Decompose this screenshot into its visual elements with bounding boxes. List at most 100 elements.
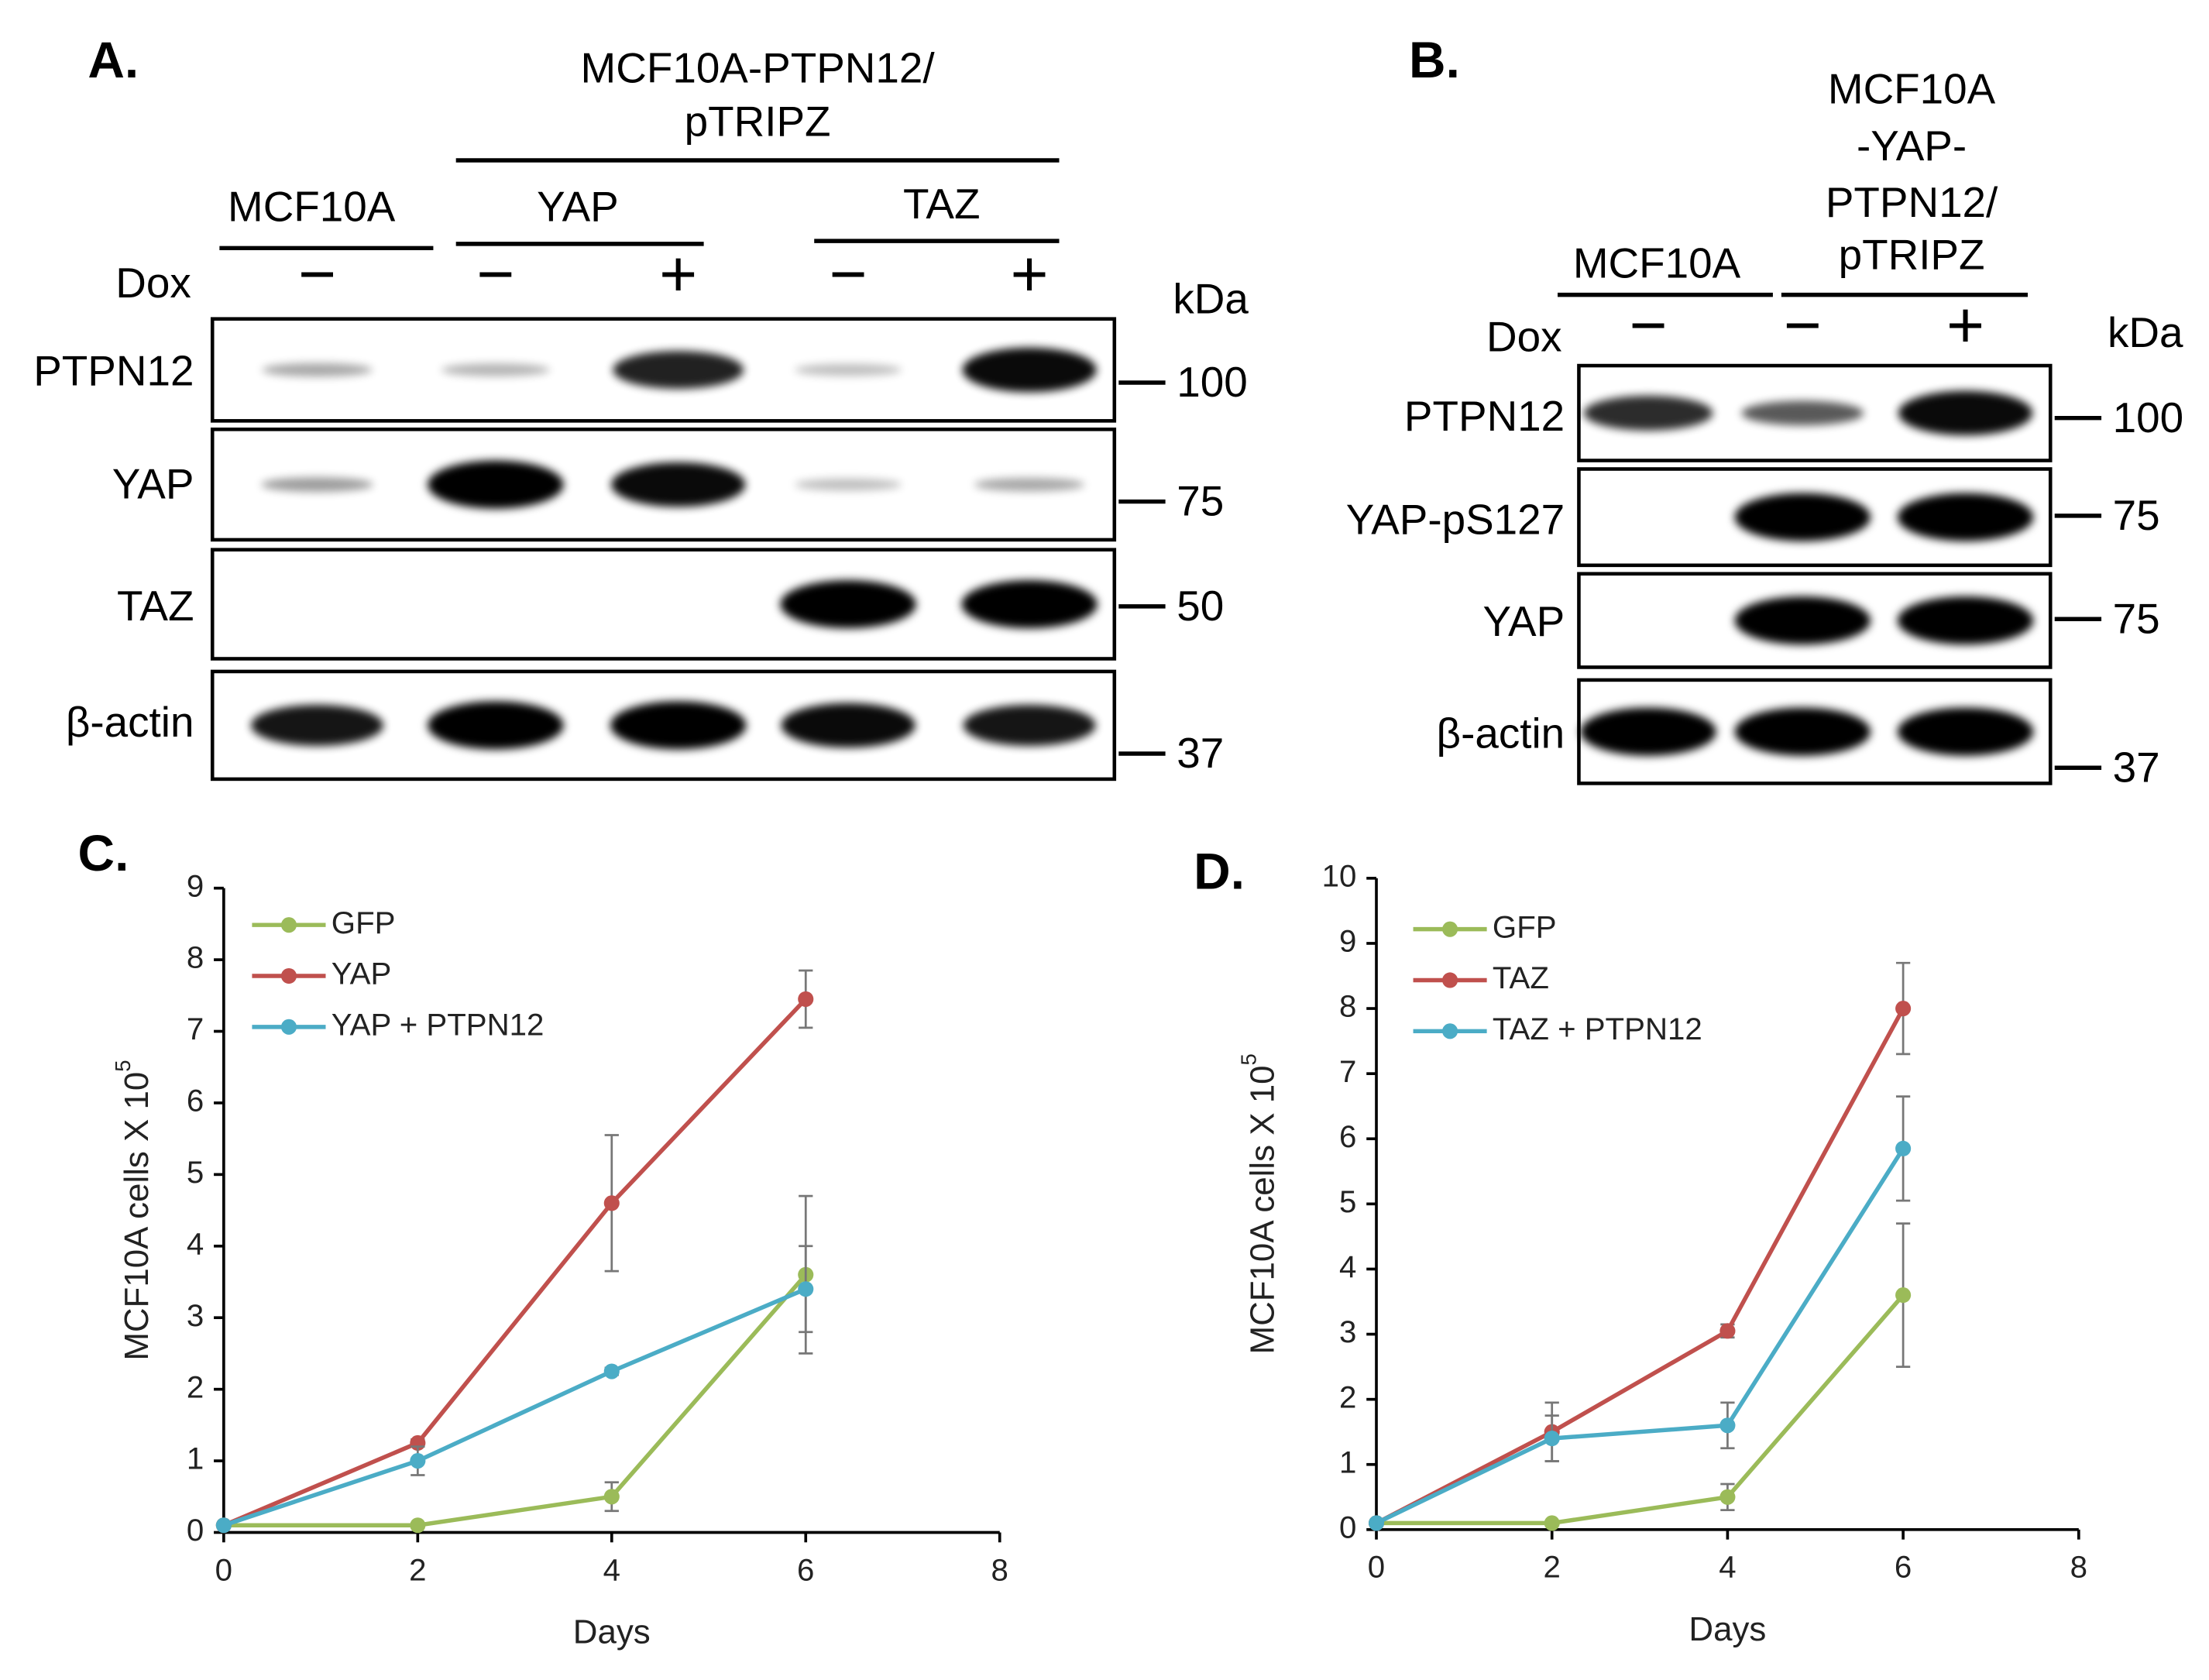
dox-sign: −: [830, 238, 867, 311]
data-point: [798, 1281, 814, 1297]
group-label: MCF10A: [228, 182, 396, 230]
panel-label: A.: [88, 31, 139, 88]
band: [611, 462, 746, 507]
band: [428, 701, 564, 750]
dox-sign: +: [659, 238, 697, 311]
y-tick-label: 1: [1339, 1445, 1356, 1479]
legend-label: GFP: [1493, 909, 1557, 944]
x-axis-label: Days: [1689, 1610, 1766, 1648]
header: pTRIPZ: [685, 98, 831, 146]
x-tick-label: 2: [1544, 1550, 1561, 1585]
band: [1580, 707, 1716, 756]
group-label: TAZ: [903, 180, 980, 228]
x-tick-label: 4: [1719, 1550, 1736, 1585]
row-label: PTPN12: [1404, 392, 1565, 440]
legend-marker: [280, 967, 297, 984]
data-point: [798, 991, 814, 1007]
band: [974, 477, 1085, 492]
band: [1897, 707, 2034, 756]
band: [262, 362, 373, 377]
header: pTRIPZ: [1839, 231, 1985, 279]
y-tick-label: 9: [1339, 924, 1356, 959]
band: [794, 478, 902, 491]
x-tick-label: 6: [1895, 1550, 1912, 1585]
band: [794, 363, 902, 376]
x-tick-label: 0: [1368, 1550, 1385, 1585]
legend-label: TAZ + PTPN12: [1493, 1012, 1702, 1046]
series-line: [1375, 1007, 1905, 1525]
y-axis-label-text: MCF10A cells X 10: [1243, 1065, 1281, 1354]
band: [1583, 395, 1713, 431]
data-point: [1895, 1001, 1912, 1017]
kda-label: kDa: [1173, 274, 1249, 322]
legend-marker: [1442, 1023, 1458, 1039]
x-tick-label: 2: [409, 1552, 426, 1587]
legend-marker: [1442, 921, 1458, 937]
data-point: [1719, 1323, 1736, 1339]
y-tick-label: 4: [1339, 1249, 1356, 1284]
y-tick-label: 3: [1339, 1314, 1356, 1349]
data-point: [1719, 1417, 1736, 1434]
band: [261, 477, 373, 493]
dox-label: Dox: [1486, 313, 1562, 361]
panel-label: B.: [1409, 31, 1460, 88]
series-line: [222, 1287, 807, 1527]
band: [1897, 596, 2034, 645]
x-tick-label: 8: [2070, 1550, 2087, 1585]
header: -YAP-: [1857, 122, 1967, 170]
dox-label: Dox: [115, 259, 191, 307]
legend-marker: [1442, 972, 1458, 988]
band: [250, 704, 384, 746]
dox-sign: +: [1011, 238, 1049, 311]
data-point: [603, 1363, 620, 1379]
band: [1741, 400, 1864, 426]
dox-sign: −: [298, 238, 336, 311]
y-tick-label: 1: [187, 1441, 204, 1476]
y-axis-label-exponent: 5: [1237, 1053, 1261, 1065]
data-point: [410, 1453, 426, 1469]
data-point: [215, 1517, 232, 1534]
band: [1897, 493, 2034, 541]
band: [961, 580, 1098, 629]
y-tick-label: 9: [187, 868, 204, 903]
panel-label: D.: [1194, 843, 1245, 900]
group-label: YAP: [537, 182, 619, 230]
series-line: [1375, 1147, 1905, 1525]
data-point: [603, 1489, 620, 1505]
x-axis-label: Days: [573, 1613, 651, 1651]
marker-label: 75: [1177, 477, 1224, 525]
row-label: β-actin: [66, 698, 194, 746]
y-axis-label-text: MCF10A cells X 10: [118, 1072, 156, 1361]
y-tick-label: 7: [1339, 1054, 1356, 1089]
band: [428, 460, 564, 509]
series-line: [1376, 1293, 1905, 1526]
y-tick-label: 8: [187, 940, 204, 975]
y-tick-label: 5: [1339, 1184, 1356, 1219]
legend-marker: [280, 1019, 297, 1035]
blot-panel: [210, 548, 1117, 661]
y-tick-label: 10: [1322, 858, 1357, 893]
y-tick-label: 0: [1339, 1510, 1356, 1544]
row-label: YAP-pS127: [1346, 495, 1565, 543]
x-tick-label: 4: [603, 1552, 620, 1587]
row-label: TAZ: [117, 582, 194, 630]
header: MCF10A-PTPN12/: [581, 43, 936, 91]
dox-sign: −: [1629, 289, 1667, 362]
header: PTPN12/: [1826, 178, 1998, 226]
x-tick-label: 8: [991, 1552, 1008, 1587]
marker-label: 100: [1177, 358, 1247, 406]
band: [441, 363, 551, 376]
y-axis-label: MCF10A cells X 105: [1237, 1053, 1282, 1354]
band: [610, 701, 747, 750]
data-point: [1719, 1489, 1736, 1505]
marker-label: 37: [1177, 729, 1224, 777]
dox-sign: −: [1784, 289, 1822, 362]
legend-label: YAP: [332, 957, 392, 991]
data-point: [1895, 1287, 1912, 1304]
y-axis-label-exponent: 5: [111, 1060, 135, 1071]
kda-label: kDa: [2108, 308, 2183, 356]
y-tick-label: 7: [187, 1012, 204, 1046]
row-label: YAP: [1483, 597, 1565, 645]
legend-label: TAZ: [1493, 960, 1549, 995]
